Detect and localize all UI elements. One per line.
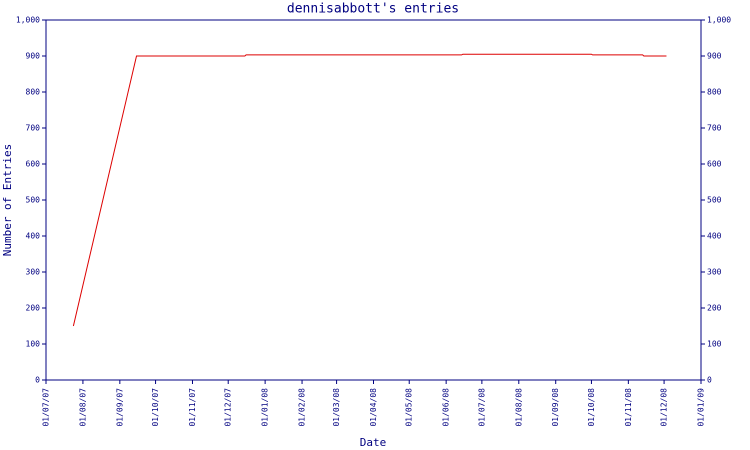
- y2-tick-label: 200: [707, 304, 722, 313]
- y2-tick-label: 0: [707, 376, 712, 385]
- y-tick-label: 400: [26, 232, 41, 241]
- y-tick-label: 0: [35, 376, 40, 385]
- y-tick-label: 700: [26, 124, 41, 133]
- plot-frame: [45, 19, 702, 381]
- x-tick-label: 01/04/08: [369, 388, 378, 427]
- y-tick-label: 500: [26, 196, 41, 205]
- x-tick-label: 01/12/07: [224, 388, 233, 427]
- x-tick-label: 01/11/07: [188, 388, 197, 427]
- y-tick-label: 600: [26, 160, 41, 169]
- y-tick-label: 100: [26, 340, 41, 349]
- x-tick-label: 01/02/08: [298, 388, 307, 427]
- x-tick-label: 01/09/08: [551, 388, 560, 427]
- x-tick-label: 01/10/07: [151, 388, 160, 427]
- x-tick-label: 01/05/08: [405, 388, 414, 427]
- x-tick-label: 01/12/08: [660, 388, 669, 427]
- x-tick-label: 01/10/08: [587, 388, 596, 427]
- x-tick-label: 01/09/07: [115, 388, 124, 427]
- x-axis-label: Date: [360, 436, 387, 449]
- y-tick-label: 300: [26, 268, 41, 277]
- x-tick-label: 01/08/08: [514, 388, 523, 427]
- y2-tick-label: 300: [707, 268, 722, 277]
- y2-tick-label: 600: [707, 160, 722, 169]
- y-tick-label: 1,000: [16, 16, 40, 25]
- y2-tick-label: 800: [707, 88, 722, 97]
- y2-tick-label: 1,000: [707, 16, 731, 25]
- x-tick-label: 01/11/08: [624, 388, 633, 427]
- x-tick-label: 01/03/08: [332, 388, 341, 427]
- chart-title: dennisabbott's entries: [287, 2, 459, 17]
- data-line: [72, 53, 667, 327]
- x-tick-label: 01/08/07: [78, 388, 87, 427]
- y2-tick-label: 400: [707, 232, 722, 241]
- x-tick-label: 01/07/07: [42, 388, 51, 427]
- y2-tick-label: 500: [707, 196, 722, 205]
- x-tick-label: 01/01/08: [261, 388, 270, 427]
- y2-tick-label: 700: [707, 124, 722, 133]
- x-tick-label: 01/01/09: [697, 388, 706, 427]
- y-tick-label: 800: [26, 88, 41, 97]
- y2-tick-label: 100: [707, 340, 722, 349]
- y-tick-label: 900: [26, 52, 41, 61]
- x-tick-label: 01/07/08: [477, 388, 486, 427]
- x-tick-label: 01/06/08: [442, 388, 451, 427]
- y-tick-label: 200: [26, 304, 41, 313]
- y2-tick-label: 900: [707, 52, 722, 61]
- y-axis-label: Number of Entries: [1, 144, 14, 257]
